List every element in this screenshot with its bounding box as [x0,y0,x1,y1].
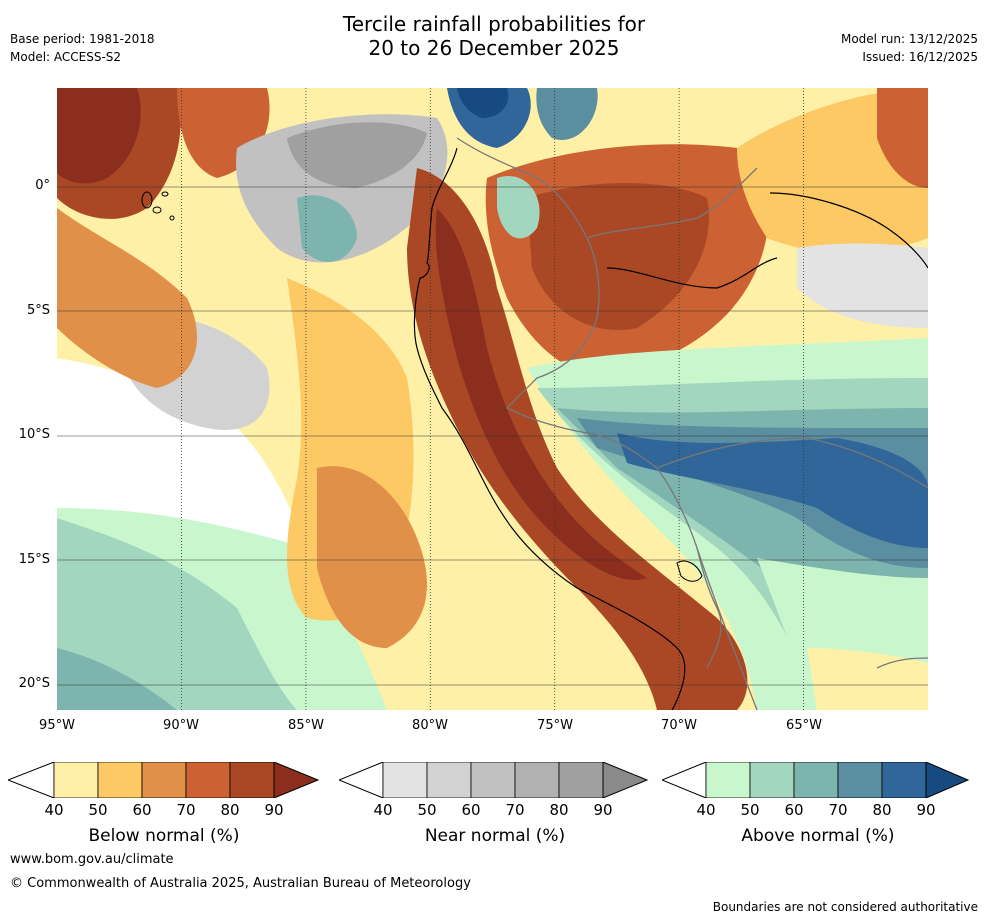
lon-label-75w: 75°W [537,718,573,733]
legend-below-swatch-80 [229,762,275,798]
legend-below-tick: 60 [132,801,152,819]
region-near-40-ne [797,243,928,328]
region-below-90-nw [57,88,141,184]
legend-above-tick: 50 [740,801,760,819]
legend-near-swatch-80 [558,762,604,798]
region-below-40-se [807,648,928,710]
lake-titicaca [676,560,703,582]
legend-near-tick: 80 [549,801,569,819]
lon-label-80w: 80°W [412,718,448,733]
lat-label-10s: 10°S [18,427,50,442]
legend-near-min-arrow [339,762,384,798]
rainfall-probability-map [57,88,928,710]
legend-below-tick: 70 [176,801,196,819]
region-below-90-coast [435,208,647,580]
legend-below-swatch-70 [185,762,231,798]
region-above-70-top [536,88,598,140]
bom-climate-link[interactable]: www.bom.gov.au/climate [10,852,174,867]
region-above-50-coastal-north [497,176,540,239]
legend-below-swatch-50 [97,762,143,798]
base-period: Base period: 1981-2018 [10,32,155,46]
legend-above-tick: 80 [872,801,892,819]
legend-below-tick: 80 [220,801,240,819]
lat-label-0: 0° [35,178,50,193]
title-line-1: Tercile rainfall probabilities for [342,12,646,36]
lon-label-70w: 70°W [661,718,697,733]
legend-above-min-arrow [662,762,707,798]
legend-below-normal-colorbar [8,762,320,798]
border-bolivia-chile [696,547,758,710]
legend-near-swatch-60 [470,762,516,798]
legend-near-normal-colorbar [339,762,649,798]
legend-above-swatch-80 [881,762,927,798]
legend-above-title: Above normal (%) [741,826,895,846]
region-above-90-top [457,88,509,118]
region-below-80-coast [407,168,748,710]
legend-below-tick: 50 [88,801,108,819]
region-below-60-center [317,466,427,648]
legend-above-tick: 60 [784,801,804,819]
legend-above-tick: 70 [828,801,848,819]
region-above-60-west [57,648,177,710]
region-above-60-north [297,195,357,262]
map-latitude-lines [57,186,928,686]
legend-below-tick: 90 [264,801,284,819]
legend-near-tick: 70 [505,801,525,819]
copyright-notice: © Commonwealth of Australia 2025, Austra… [10,876,471,891]
legend-below-swatch-40 [53,762,99,798]
legend-below-title: Below normal (%) [88,826,240,846]
boundary-disclaimer: Boundaries are not considered authoritat… [712,900,978,914]
lon-label-95w: 95°W [39,718,75,733]
lat-label-20s: 20°S [18,676,50,691]
river-tributary [606,257,778,289]
border-colombia-brazil [586,167,758,239]
lon-label-65w: 65°W [786,718,822,733]
legend-below-tick: 40 [44,801,64,819]
region-above-80-east [617,433,928,548]
meta-left: Base period: 1981-2018 Model: ACCESS-S2 [10,30,155,66]
region-below-60-w [57,208,197,388]
legend-below-max-arrow [273,762,320,798]
legend-below-min-arrow [8,762,55,798]
legend-above-max-arrow [925,762,970,798]
legend-near-tick: 40 [373,801,393,819]
meta-right: Model run: 13/12/2025 Issued: 16/12/2025 [841,30,978,66]
region-near-90-north [287,122,427,188]
legend-near-tick: 50 [417,801,437,819]
issued-date: Issued: 16/12/2025 [862,50,978,64]
region-below-70-ne [877,88,928,188]
legend-above-swatch-70 [837,762,883,798]
lon-label-90w: 90°W [163,718,199,733]
legend-near-swatch-70 [514,762,560,798]
model-name: Model: ACCESS-S2 [10,50,122,64]
legend-near-tick: 60 [461,801,481,819]
region-no-signal-west [57,358,307,548]
amazon-river [769,192,928,269]
legend-above-tick: 40 [696,801,716,819]
legend-below-swatch-60 [141,762,187,798]
coastline-south-america [413,147,686,710]
lat-label-5s: 5°S [26,303,50,318]
legend-near-title: Near normal (%) [424,826,566,846]
lat-label-15s: 15°S [18,552,50,567]
legend-near-max-arrow [602,762,649,798]
title-line-2: 20 to 26 December 2025 [368,36,620,60]
legend-above-normal-colorbar [662,762,970,798]
lon-label-85w: 85°W [288,718,324,733]
legend-near-swatch-50 [426,762,472,798]
galapagos-islands [141,191,175,221]
region-above-50-west [57,518,297,710]
legend-near-swatch-40 [382,762,428,798]
border-bolivia-brazil [656,437,928,489]
legend-above-tick: 90 [916,801,936,819]
border-peru [456,137,722,669]
border-paraguay [876,657,928,669]
region-below-80-interior [527,183,709,330]
legend-above-swatch-40 [705,762,751,798]
chart-title: Tercile rainfall probabilities for 20 to… [0,12,988,60]
legend-near-tick: 90 [593,801,613,819]
legend-above-swatch-60 [793,762,839,798]
legend-above-swatch-50 [749,762,795,798]
model-run: Model run: 13/12/2025 [840,32,978,46]
